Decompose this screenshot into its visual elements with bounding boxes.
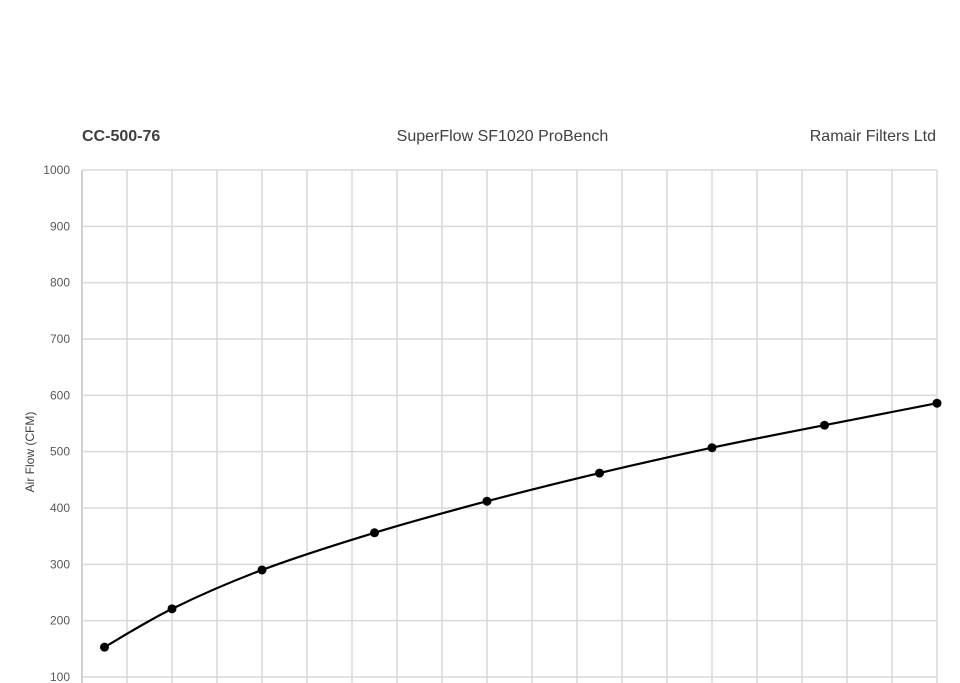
y-tick-label: 1000 — [43, 163, 70, 177]
data-point — [932, 398, 942, 408]
y-tick-label: 500 — [50, 445, 70, 459]
series-line — [103, 402, 938, 649]
y-tick-label: 600 — [50, 388, 70, 402]
y-tick-label: 800 — [50, 276, 70, 290]
chart-company: Ramair Filters Ltd — [809, 128, 936, 145]
chart-title: SuperFlow SF1020 ProBench — [396, 128, 609, 145]
data-point — [820, 420, 829, 430]
data-point — [100, 642, 109, 652]
data-point — [707, 443, 717, 453]
data-point — [257, 565, 267, 575]
data-point — [482, 496, 492, 506]
y-tick-label: 700 — [50, 332, 70, 346]
data-point — [370, 528, 379, 538]
y-tick-label: 900 — [50, 219, 70, 233]
data-point — [595, 468, 604, 478]
chart-subtitle-part-number: CC-500-76 — [82, 128, 161, 145]
data-point — [167, 604, 177, 614]
y-tick-label: 100 — [50, 670, 70, 683]
y-tick-label: 200 — [50, 614, 70, 628]
y-tick-label: 400 — [50, 501, 70, 515]
y-tick-label: 300 — [50, 557, 70, 571]
